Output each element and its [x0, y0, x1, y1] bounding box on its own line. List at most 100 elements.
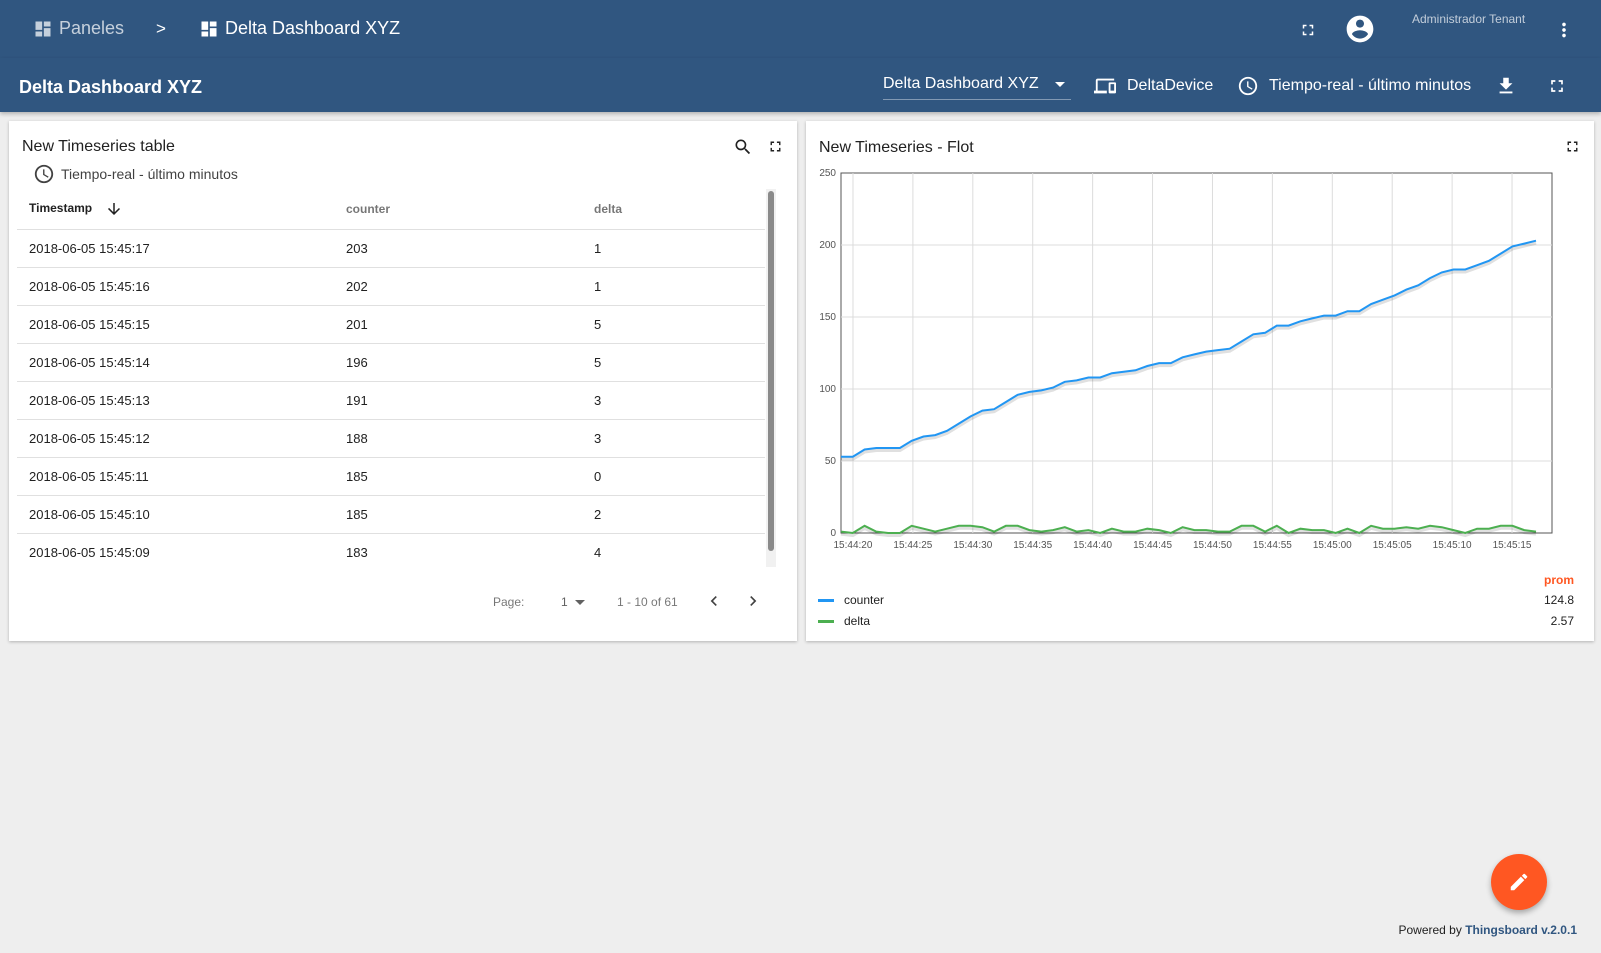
breadcrumb-root-label: Paneles — [59, 18, 125, 38]
cell-timestamp: 2018-06-05 15:45:13 — [17, 381, 346, 420]
cell-counter: 201 — [346, 305, 594, 344]
footer-prefix: Powered by — [1398, 923, 1462, 937]
dropdown-caret-icon — [575, 600, 585, 605]
legend-item-delta[interactable]: delta — [818, 614, 870, 628]
y-tick-label: 150 — [819, 312, 836, 323]
legend-label: delta — [844, 614, 871, 628]
dashboard-header: Delta Dashboard XYZ Delta Dashboard XYZ … — [0, 58, 1601, 112]
entity-alias-label: DeltaDevice — [1127, 77, 1214, 94]
y-tick-label: 250 — [819, 168, 836, 179]
legend-label: counter — [844, 593, 885, 607]
cell-timestamp: 2018-06-05 15:45:10 — [17, 495, 346, 534]
x-tick-label: 15:44:55 — [1253, 540, 1292, 551]
breadcrumb-current: Delta Dashboard XYZ — [199, 18, 400, 39]
y-tick-label: 200 — [819, 240, 836, 251]
table-header-row: Timestamp counter delta — [17, 189, 765, 230]
cell-delta: 3 — [594, 381, 765, 420]
cell-timestamp: 2018-06-05 15:45:15 — [17, 305, 346, 344]
y-tick-label: 100 — [819, 384, 836, 395]
timeseries-table-widget: New Timeseries table Tiempo-real - últim… — [9, 121, 797, 641]
x-tick-label: 15:44:30 — [953, 540, 992, 551]
dashboard-title: Delta Dashboard XYZ — [19, 77, 203, 97]
cell-delta: 4 — [594, 533, 765, 567]
legend-item-counter[interactable]: counter — [818, 593, 884, 607]
x-tick-label: 15:45:05 — [1373, 540, 1412, 551]
footer-brand-link[interactable]: Thingsboard v.2.0.1 — [1465, 923, 1577, 937]
fullscreen-icon[interactable] — [765, 136, 785, 156]
table-row[interactable]: 2018-06-05 15:45:13 191 3 — [17, 381, 765, 420]
y-tick-label: 0 — [830, 528, 836, 539]
timeseries-table: Timestamp counter delta 2018-06-05 15:45… — [17, 189, 765, 567]
table-row[interactable]: 2018-06-05 15:45:11 185 0 — [17, 457, 765, 496]
fullscreen-icon[interactable] — [1562, 136, 1582, 156]
cell-delta: 5 — [594, 305, 765, 344]
column-header-timestamp[interactable]: Timestamp — [17, 189, 346, 230]
timewindow-label: Tiempo-real - último minutos — [1269, 77, 1472, 94]
arrow-down-icon — [108, 202, 121, 215]
x-tick-label: 15:45:15 — [1493, 540, 1532, 551]
edit-dashboard-button[interactable] — [1491, 854, 1547, 910]
search-icon[interactable] — [732, 136, 754, 158]
entity-alias-button[interactable]: DeltaDevice — [1093, 75, 1213, 97]
y-tick-label: 50 — [825, 456, 837, 467]
legend-header: prom — [1544, 573, 1574, 587]
cell-timestamp: 2018-06-05 15:45:09 — [17, 533, 346, 567]
download-icon[interactable] — [1495, 75, 1517, 97]
legend-value-delta: 2.57 — [1550, 614, 1574, 628]
dropdown-caret-icon — [1055, 82, 1065, 87]
x-tick-label: 15:44:20 — [834, 540, 873, 551]
table-container: Timestamp counter delta 2018-06-05 15:45… — [17, 189, 776, 567]
table-scrollbar[interactable] — [766, 189, 776, 567]
dashboard-select[interactable]: Delta Dashboard XYZ — [883, 72, 1071, 100]
table-row[interactable]: 2018-06-05 15:45:14 196 5 — [17, 343, 765, 382]
x-tick-label: 15:45:10 — [1433, 540, 1472, 551]
more-vert-icon[interactable] — [1552, 18, 1576, 42]
timeseries-flot-widget: New Timeseries - Flot 0 50 100 150 200 250 15:… — [806, 121, 1594, 641]
breadcrumb-dashboards[interactable]: Paneles — [33, 18, 124, 39]
widget-title: New Timeseries - Flot — [819, 139, 974, 156]
cell-timestamp: 2018-06-05 15:45:12 — [17, 419, 346, 458]
next-page-icon[interactable] — [743, 591, 763, 614]
table-timewindow-label: Tiempo-real - último minutos — [61, 166, 238, 182]
column-header-counter[interactable]: counter — [346, 189, 594, 230]
column-header-delta[interactable]: delta — [594, 189, 765, 230]
footer: Powered by Thingsboard v.2.0.1 — [1398, 923, 1577, 937]
x-tick-label: 15:45:00 — [1313, 540, 1352, 551]
previous-page-icon[interactable] — [704, 591, 724, 614]
cell-delta: 2 — [594, 495, 765, 534]
cell-timestamp: 2018-06-05 15:45:17 — [17, 229, 346, 268]
account-circle-icon[interactable] — [1344, 13, 1376, 45]
cell-timestamp: 2018-06-05 15:45:16 — [17, 267, 346, 306]
user-name[interactable]: Administrador Tenant — [1412, 12, 1526, 26]
cell-counter: 183 — [346, 533, 594, 567]
x-tick-label: 15:44:25 — [893, 540, 932, 551]
series-line-delta — [840, 524, 1537, 535]
page-select[interactable]: 1 — [559, 591, 591, 611]
page-select-value: 1 — [561, 595, 568, 609]
table-row[interactable]: 2018-06-05 15:45:09 183 4 — [17, 533, 765, 567]
x-tick-label: 15:44:40 — [1073, 540, 1112, 551]
breadcrumb-current-label: Delta Dashboard XYZ — [225, 18, 401, 38]
cell-timestamp: 2018-06-05 15:45:14 — [17, 343, 346, 382]
timewindow-button[interactable]: Tiempo-real - último minutos — [1237, 75, 1471, 97]
cell-counter: 185 — [346, 457, 594, 496]
legend-value-counter: 124.8 — [1543, 593, 1574, 607]
cell-delta: 3 — [594, 419, 765, 458]
widget-title: New Timeseries table — [22, 138, 175, 155]
breadcrumb-separator: > — [156, 19, 166, 38]
legend-swatch — [818, 598, 834, 602]
fullscreen-icon[interactable] — [1298, 20, 1318, 40]
page-range-label: 1 - 10 of 61 — [617, 595, 678, 609]
timeseries-chart[interactable]: 0 50 100 150 200 250 15:44:20 15:44:25 15:44:30 1… — [806, 121, 1594, 561]
table-row[interactable]: 2018-06-05 15:45:12 188 3 — [17, 419, 765, 458]
fullscreen-icon[interactable] — [1546, 75, 1568, 97]
table-row[interactable]: 2018-06-05 15:45:10 185 2 — [17, 495, 765, 534]
cell-delta: 5 — [594, 343, 765, 382]
x-tick-label: 15:44:50 — [1193, 540, 1232, 551]
table-row[interactable]: 2018-06-05 15:45:15 201 5 — [17, 305, 765, 344]
table-row[interactable]: 2018-06-05 15:45:16 202 1 — [17, 267, 765, 306]
table-row[interactable]: 2018-06-05 15:45:17 203 1 — [17, 229, 765, 268]
scrollbar-thumb[interactable] — [768, 191, 774, 551]
series-shadow-counter — [841, 240, 1537, 461]
series-line-counter — [841, 239, 1537, 458]
